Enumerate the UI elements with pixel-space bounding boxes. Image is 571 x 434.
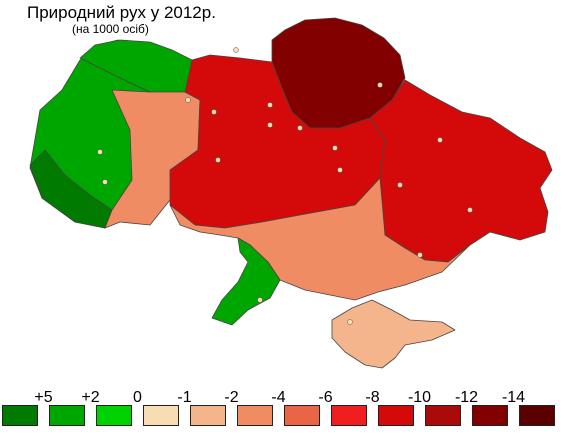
- city-marker: [185, 97, 191, 103]
- city-marker: [233, 47, 239, 53]
- city-marker: [437, 137, 443, 143]
- legend-swatch: [284, 405, 320, 426]
- legend-label: -6: [318, 389, 333, 406]
- legend-label: +2: [81, 389, 100, 406]
- city-marker: [397, 182, 403, 188]
- legend-swatch: [96, 405, 132, 426]
- legend-swatch: [378, 405, 414, 426]
- city-marker: [347, 319, 353, 325]
- legend-label: -4: [271, 389, 286, 406]
- legend-label: -10: [407, 389, 432, 406]
- legend-swatch: [237, 405, 273, 426]
- city-marker: [297, 125, 303, 131]
- region-east: [369, 79, 553, 263]
- city-marker: [211, 109, 217, 115]
- city-marker: [417, 252, 423, 258]
- city-marker: [267, 122, 273, 128]
- legend-swatch: [2, 405, 38, 426]
- legend-label: -12: [454, 389, 479, 406]
- city-marker: [97, 149, 103, 155]
- map-title: Природний рух у 2012р.: [27, 3, 216, 22]
- legend-swatch: [49, 405, 85, 426]
- city-marker: [102, 179, 108, 185]
- legend-label: -1: [177, 389, 192, 406]
- region-crimea: [331, 299, 456, 369]
- legend-label: -14: [501, 389, 526, 406]
- city-marker: [467, 207, 473, 213]
- legend-swatch: [143, 405, 179, 426]
- city-marker: [377, 82, 383, 88]
- legend-label: -8: [365, 389, 380, 406]
- legend-label: +5: [34, 389, 53, 406]
- legend-swatch: [331, 405, 367, 426]
- region-odesa-south: [211, 237, 281, 326]
- legend-swatch: [519, 405, 555, 426]
- legend-swatch: [190, 405, 226, 426]
- legend-label: 0: [133, 389, 142, 406]
- city-marker: [337, 167, 343, 173]
- city-marker: [257, 297, 263, 303]
- legend-swatch: [472, 405, 508, 426]
- city-marker: [267, 102, 273, 108]
- legend-label: -2: [224, 389, 239, 406]
- legend-swatch: [425, 405, 461, 426]
- map-subtitle: (на 1000 осіб): [72, 22, 149, 36]
- city-marker: [215, 157, 221, 163]
- city-marker: [332, 145, 338, 151]
